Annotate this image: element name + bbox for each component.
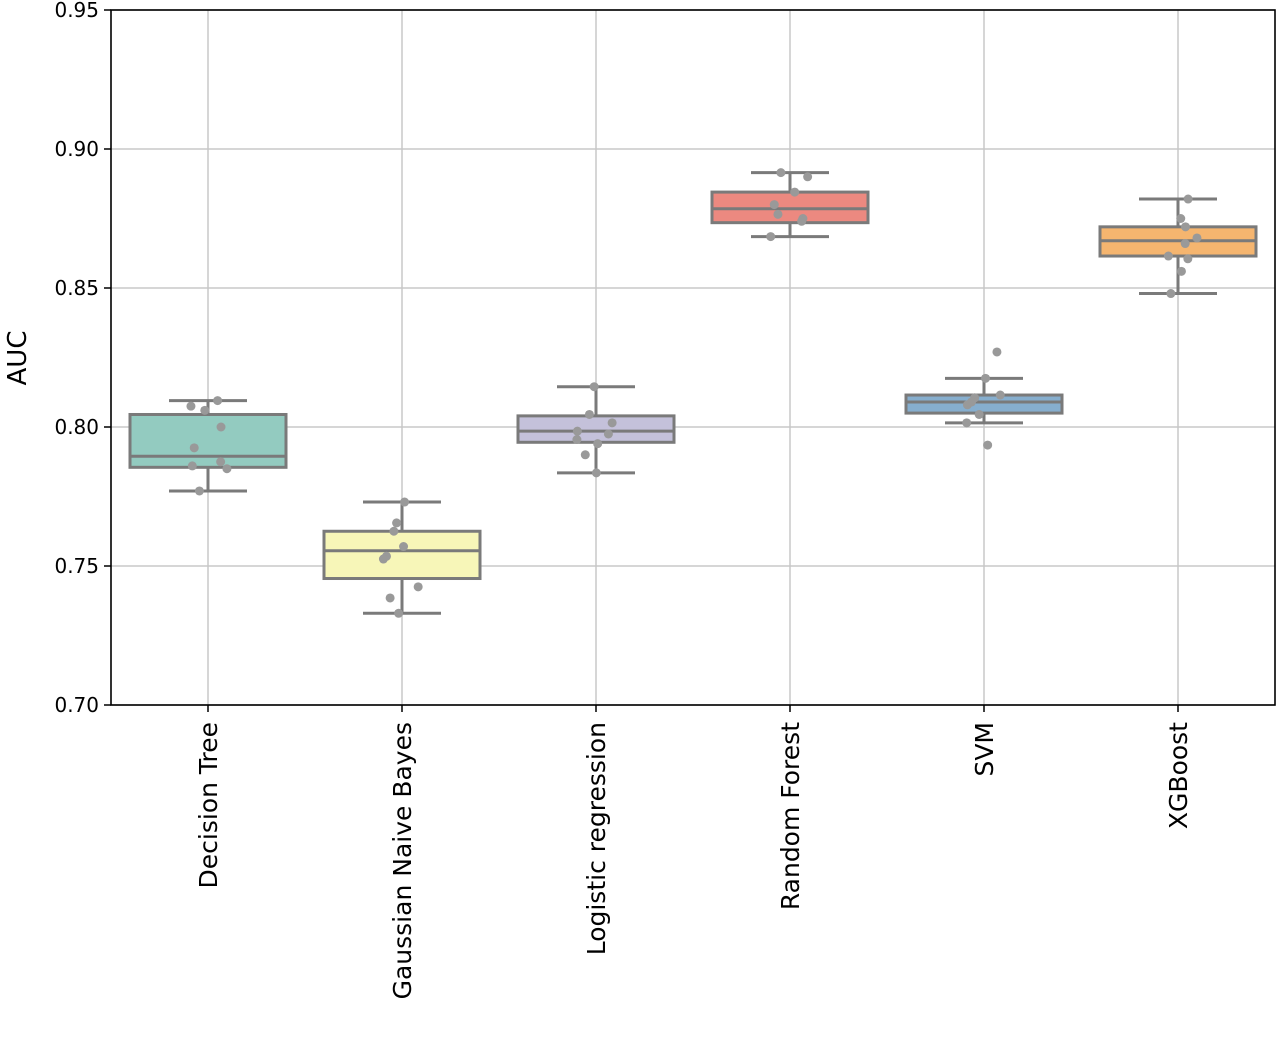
data-point [981, 373, 991, 383]
data-point [992, 347, 1002, 357]
data-point [591, 468, 601, 478]
data-point [589, 382, 599, 392]
x-tick-label: Decision Tree [194, 722, 223, 888]
data-point [603, 429, 613, 439]
data-point [584, 409, 594, 419]
box-group [904, 376, 1064, 425]
box-iqr [516, 414, 676, 444]
data-point [394, 608, 404, 618]
point-layer [186, 168, 1202, 618]
data-point [1192, 233, 1202, 243]
data-point [385, 593, 395, 603]
data-point [187, 461, 197, 471]
data-point [1166, 289, 1176, 299]
y-tick-label: 0.95 [54, 0, 99, 22]
box-iqr [904, 393, 1064, 415]
data-point [1183, 254, 1193, 264]
data-point [803, 172, 813, 182]
box-group [322, 500, 482, 615]
data-point [962, 400, 972, 410]
data-point [766, 232, 776, 242]
data-point [189, 443, 199, 453]
data-point [769, 200, 779, 210]
data-point [1176, 266, 1186, 276]
data-point [1183, 194, 1193, 204]
box-layer [128, 171, 1258, 615]
y-tick-label: 0.80 [54, 415, 99, 439]
data-point [797, 216, 807, 226]
data-point [392, 518, 402, 528]
data-point [1163, 251, 1173, 261]
x-tick-label: SVM [970, 722, 999, 777]
grid-layer [111, 9, 1275, 706]
data-point [1176, 214, 1186, 223]
data-point [773, 209, 783, 219]
data-point [983, 440, 993, 450]
data-point [186, 401, 196, 411]
plot-frame [110, 9, 1276, 706]
data-point [1180, 239, 1190, 249]
data-point [580, 450, 590, 460]
data-point [572, 426, 582, 436]
y-tick-layer: 0.70 0.75 0.80 0.85 0.90 0.95 [54, 0, 111, 717]
data-point [974, 409, 984, 419]
box-group [128, 399, 288, 493]
box-iqr [128, 412, 288, 469]
data-point [194, 486, 204, 496]
x-tick-label: Random Forest [776, 722, 805, 910]
data-point [213, 396, 223, 406]
data-point [962, 418, 972, 428]
box-group [710, 171, 870, 239]
y-tick-label: 0.90 [54, 137, 99, 161]
box-group [516, 385, 676, 475]
x-tick-label: XGBoost [1164, 722, 1193, 829]
box-group [1098, 197, 1258, 296]
data-point [1181, 222, 1191, 232]
y-tick-label: 0.75 [54, 554, 99, 578]
data-point [216, 457, 226, 467]
data-point [593, 439, 603, 449]
x-tick-layer: Decision Tree Gaussian Naive Bayes Logisti… [194, 705, 1193, 999]
data-point [776, 168, 786, 178]
data-point [222, 464, 232, 474]
data-point [389, 526, 399, 536]
x-tick-label: Logistic regression [582, 722, 611, 955]
data-point [216, 422, 226, 432]
data-point [378, 554, 388, 564]
y-tick-label: 0.85 [54, 276, 99, 300]
data-point [572, 435, 582, 445]
data-point [413, 582, 423, 592]
data-point [400, 497, 410, 507]
data-point [200, 405, 210, 415]
data-point [399, 542, 409, 552]
y-axis-label: AUC [3, 331, 33, 386]
x-tick-label: Gaussian Naive Bayes [388, 722, 417, 999]
y-tick-label: 0.70 [54, 693, 99, 717]
data-point [790, 187, 800, 197]
box-iqr [322, 529, 482, 581]
data-point [995, 390, 1005, 400]
data-point [607, 418, 617, 428]
